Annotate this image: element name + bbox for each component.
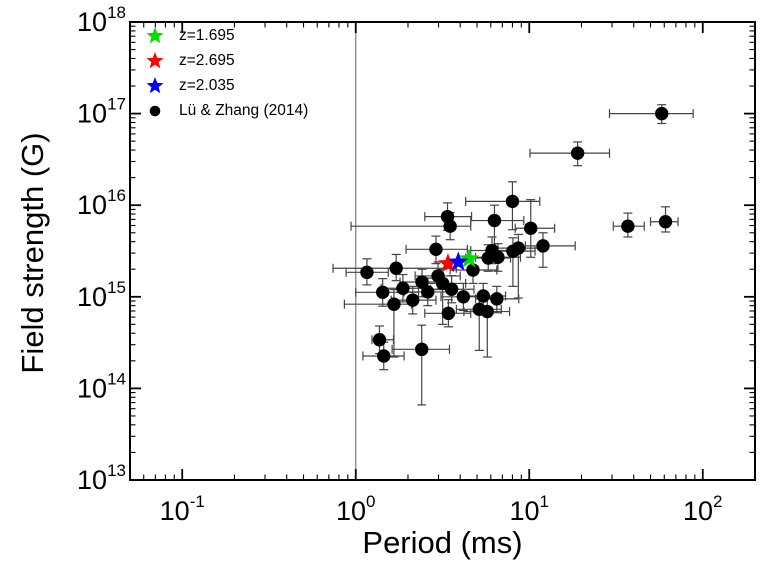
x-tick-label: 10-1	[160, 492, 205, 526]
legend-label: Lü & Zhang (2014)	[179, 101, 309, 119]
data-point	[429, 242, 443, 257]
data-point	[375, 285, 390, 299]
legend-label: z=2.035	[179, 76, 235, 94]
y-tick-label: 1017	[77, 95, 126, 129]
x-axis-title: Period (ms)	[362, 525, 523, 560]
y-tick-label: 1015	[77, 278, 126, 312]
data-point	[396, 281, 410, 295]
star-marker	[459, 248, 480, 268]
data-point	[505, 194, 520, 209]
data-point	[480, 304, 494, 319]
data-point	[621, 219, 635, 233]
data-point	[658, 215, 673, 229]
x-tick-label: 102	[683, 492, 723, 526]
data-point	[487, 213, 502, 228]
data-point	[476, 289, 490, 303]
data-point	[441, 306, 456, 321]
data-point	[415, 275, 429, 289]
data-point	[431, 269, 445, 283]
data-point	[372, 333, 387, 347]
y-tick-label: 1018	[77, 3, 126, 37]
legend-item-z1695: z=1.695	[144, 23, 308, 48]
y-tick-label: 1013	[77, 461, 126, 495]
data-point	[490, 292, 504, 306]
data-point	[524, 221, 538, 235]
legend-item-lu-zhang-2014: Lü & Zhang (2014)	[144, 98, 308, 123]
data-point	[511, 241, 526, 255]
circle-marker-icon	[149, 105, 161, 116]
data-point	[377, 349, 391, 363]
data-point	[655, 106, 669, 121]
data-point	[421, 285, 435, 299]
data-point	[570, 146, 585, 160]
x-tick-label: 101	[509, 492, 549, 526]
data-point	[387, 297, 401, 311]
legend-item-z2695: z=2.695	[144, 48, 308, 73]
y-tick-label: 1014	[77, 369, 126, 403]
legend-label: z=2.695	[179, 51, 235, 69]
y-tick-label: 1016	[77, 186, 126, 220]
data-point	[536, 239, 550, 253]
data-point	[389, 261, 403, 275]
star-marker	[448, 251, 469, 271]
data-point	[360, 265, 374, 280]
data-point	[456, 290, 471, 304]
legend-label: z=1.695	[179, 26, 235, 44]
star-icon	[146, 76, 164, 93]
star-icon	[146, 51, 164, 68]
x-tick-label: 100	[336, 492, 376, 526]
star-marker	[437, 253, 458, 273]
data-point	[406, 293, 420, 307]
y-axis-title: Field strength (G)	[15, 132, 50, 374]
data-point	[443, 219, 457, 233]
data-point	[415, 342, 429, 357]
legend-item-z2035: z=2.035	[144, 73, 308, 98]
legend: z=1.695 z=2.695 z=2.035 Lü & Zhang (2014…	[144, 23, 308, 123]
star-icon	[146, 26, 164, 43]
data-point	[444, 282, 459, 296]
data-points	[360, 106, 673, 363]
data-point	[491, 250, 505, 264]
data-point	[466, 263, 480, 277]
plot-frame	[129, 21, 756, 481]
